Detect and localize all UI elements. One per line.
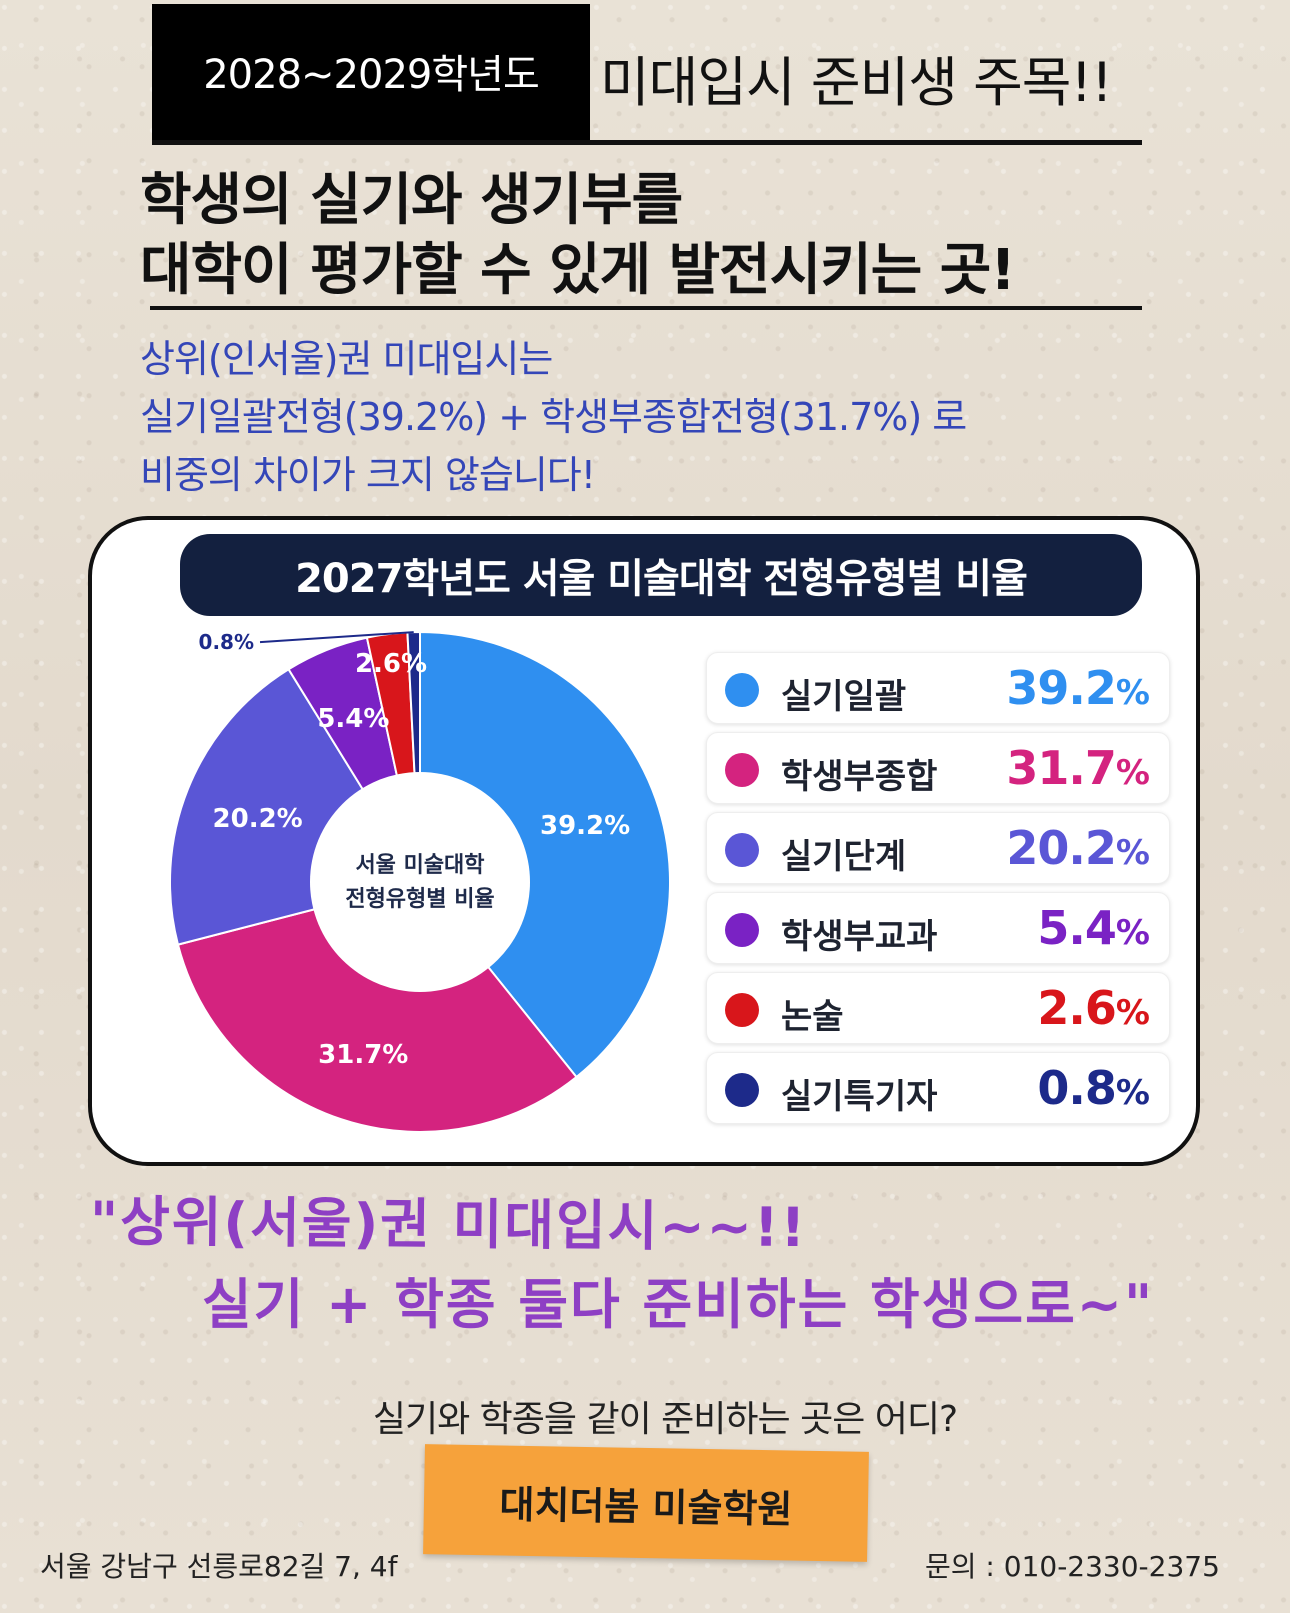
legend-value-number: 39.2 (1006, 661, 1116, 715)
legend-value-number: 0.8 (1037, 1061, 1116, 1115)
legend-label: 실기단계 (781, 837, 907, 877)
subtext: 상위(인서울)권 미대입시는 실기일괄전형(39.2%) + 학생부종합전형(3… (140, 330, 967, 504)
legend-value-number: 20.2 (1006, 821, 1116, 875)
legend-percent-sign: % (1115, 673, 1150, 713)
donut-chart: 서울 미술대학 전형유형별 비율 39.2% 31.7% 20.2% 5.4% 2.6%… (169, 630, 671, 1133)
slice-label: 31.7% (318, 1040, 408, 1070)
headline-line-1: 학생의 실기와 생기부를 (140, 168, 683, 233)
legend-percent-sign: % (1115, 753, 1150, 793)
legend-color-dot (725, 753, 759, 787)
legend-value-number: 2.6 (1037, 981, 1116, 1035)
legend-label: 학생부종합 (781, 757, 938, 797)
legend-value: 0.8% (1037, 1061, 1150, 1115)
center-label-line-2: 전형유형별 비율 (345, 887, 494, 912)
header-title: 미대입시 준비생 주목!! (600, 51, 1113, 114)
legend-row: 학생부교과 5.4% (706, 892, 1170, 964)
legend-label: 실기일괄 (781, 677, 907, 717)
legend-color-dot (725, 913, 759, 947)
legend-value: 5.4% (1037, 901, 1150, 955)
legend-value: 20.2% (1006, 821, 1150, 875)
divider (150, 306, 1142, 310)
legend-label: 논술 (781, 997, 844, 1037)
headline: 학생의 실기와 생기부를 대학이 평가할 수 있게 발전시키는 곳! (140, 166, 1016, 306)
slogan-line-1: "상위(서울)권 미대입시~~!! (89, 1189, 808, 1260)
address: 서울 강남구 선릉로82길 7, 4f (40, 1550, 398, 1583)
legend-percent-sign: % (1115, 1073, 1150, 1113)
pie-slice (176, 880, 578, 1133)
slogan-line-2: 실기 + 학종 둘다 준비하는 학생으로~" (202, 1273, 1155, 1336)
legend-color-dot (725, 673, 759, 707)
legend-label: 실기특기자 (781, 1077, 938, 1117)
legend-color-dot (725, 993, 759, 1027)
subtext-line-1: 상위(인서울)권 미대입시는 (140, 337, 553, 381)
legend-percent-sign: % (1115, 993, 1150, 1033)
legend-color-dot (725, 1073, 759, 1107)
subtext-line-2: 실기일괄전형(39.2%) + 학생부종합전형(31.7%) 로 (140, 395, 967, 439)
divider (152, 140, 1142, 145)
contact-info: 문의 : 010-2330-2375 (925, 1550, 1220, 1583)
legend-row: 실기일괄 39.2% (706, 652, 1170, 724)
legend-row: 실기단계 20.2% (706, 812, 1170, 884)
legend-percent-sign: % (1115, 913, 1150, 953)
donut-hole (310, 772, 530, 992)
headline-line-2: 대학이 평가할 수 있게 발전시키는 곳! (140, 238, 1016, 303)
legend-row: 실기특기자 0.8% (706, 1052, 1170, 1124)
legend-row: 학생부종합 31.7% (706, 732, 1170, 804)
academy-name-button[interactable]: 대치더봄 미술학원 (423, 1444, 869, 1562)
slice-label: 0.8% (199, 630, 254, 654)
legend-value-number: 31.7 (1006, 741, 1116, 795)
legend-row: 논술 2.6% (706, 972, 1170, 1044)
slice-label: 20.2% (213, 804, 303, 834)
legend-value: 39.2% (1006, 661, 1150, 715)
legend-color-dot (725, 833, 759, 867)
pie-slice (419, 630, 671, 1079)
leader-line (259, 631, 414, 644)
legend-label: 학생부교과 (781, 917, 938, 957)
center-label-line-1: 서울 미술대학 (355, 853, 484, 878)
legend-value-number: 5.4 (1037, 901, 1116, 955)
legend-value: 31.7% (1006, 741, 1150, 795)
slice-label: 39.2% (540, 811, 630, 841)
subtext-line-3: 비중의 차이가 크지 않습니다! (140, 453, 596, 497)
slice-label: 5.4% (317, 704, 389, 734)
legend-value: 2.6% (1037, 981, 1150, 1035)
question-text: 실기와 학종을 같이 준비하는 곳은 어디? (372, 1399, 958, 1440)
year-badge: 2028~2029학년도 (152, 4, 590, 144)
slice-label: 2.6% (355, 649, 427, 679)
chart-title: 2027학년도 서울 미술대학 전형유형별 비율 (180, 534, 1142, 616)
legend-percent-sign: % (1115, 833, 1150, 873)
